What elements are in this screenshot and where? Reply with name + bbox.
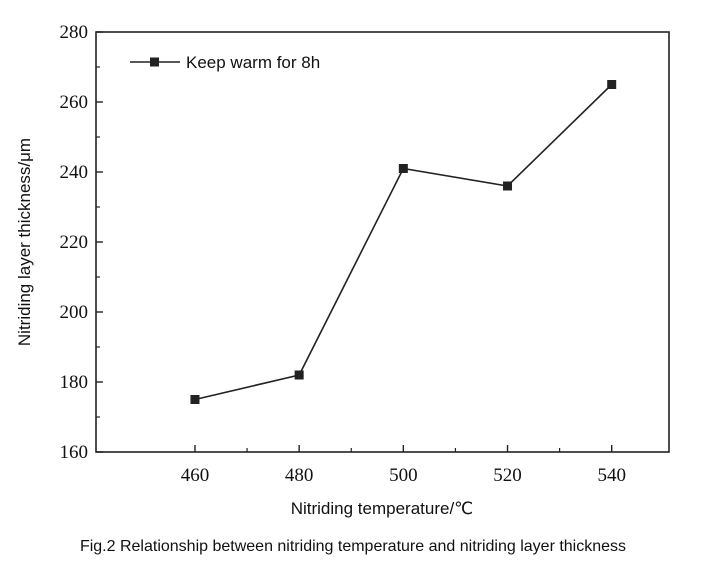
y-axis-label: Nitriding layer thickness/μm	[15, 138, 34, 346]
x-tick-label: 520	[493, 465, 522, 486]
data-point-marker	[503, 181, 513, 191]
data-point-marker	[607, 80, 617, 89]
y-tick-label: 180	[60, 372, 89, 393]
x-tick-label: 460	[181, 465, 210, 486]
legend-label: Keep warm for 8h	[186, 53, 320, 72]
data-point-marker	[294, 370, 304, 380]
legend: Keep warm for 8h	[130, 53, 320, 72]
figure-caption: Fig.2 Relationship between nitriding tem…	[79, 538, 627, 555]
y-tick-label: 220	[60, 232, 89, 253]
y-tick-label: 160	[60, 442, 89, 463]
y-tick-label: 280	[60, 22, 89, 43]
legend-marker	[150, 57, 159, 67]
data-point-marker	[398, 164, 408, 173]
plot-frame	[95, 31, 670, 453]
x-axis-ticks: 460 480 500 520 540	[181, 445, 626, 486]
x-tick-label: 480	[285, 465, 314, 486]
x-tick-label: 500	[389, 465, 418, 486]
series-line	[194, 83, 613, 401]
data-point-marker	[190, 395, 200, 404]
x-tick-label: 540	[597, 465, 626, 486]
line-chart: 160 180 200 220 240 260 280 460 480 500 520 540 Ke…	[15, 22, 670, 518]
y-axis-ticks: 160 180 200 220 240 260 280	[60, 22, 103, 463]
y-tick-label: 200	[60, 302, 89, 323]
y-tick-label: 260	[60, 92, 89, 113]
x-axis-label: Nitriding temperature/℃	[291, 499, 474, 518]
y-tick-label: 240	[60, 162, 89, 183]
series-layer	[190, 80, 617, 404]
